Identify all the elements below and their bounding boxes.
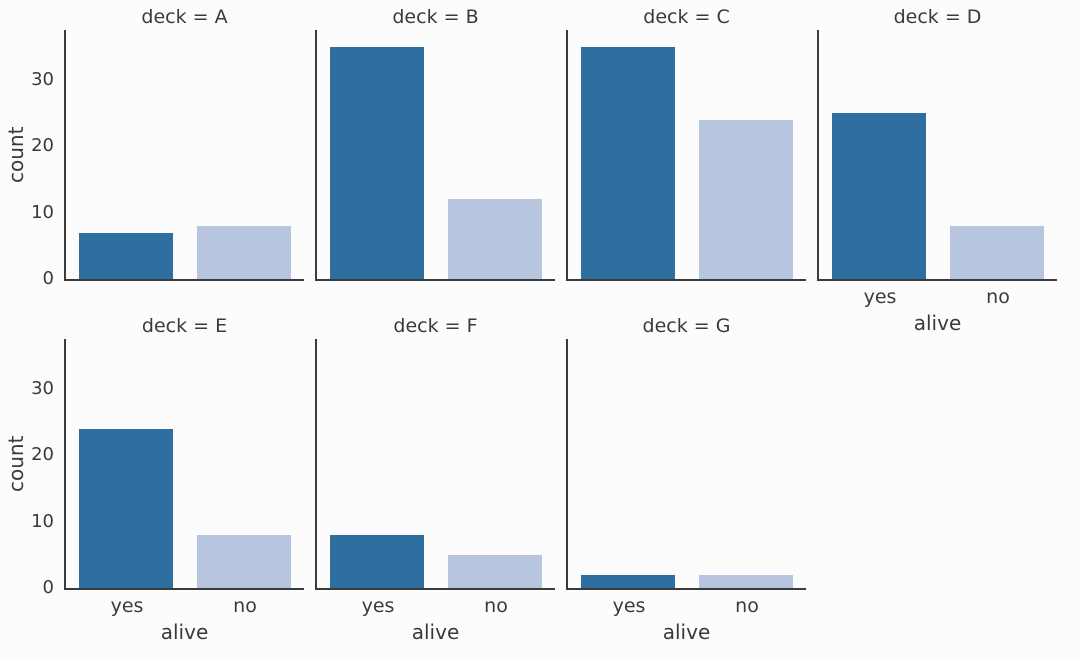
x-tick-label-no: no — [233, 595, 257, 617]
facet-title: deck = B — [392, 6, 479, 28]
bar-no-deck-e — [196, 534, 291, 588]
facet-title: deck = F — [393, 315, 478, 337]
y-tick-label: 0 — [42, 268, 54, 289]
x-tick-label-no: no — [735, 595, 759, 617]
plot-area — [64, 30, 304, 281]
x-tick-label-yes: yes — [110, 595, 144, 617]
facet-deck-e: deck = E 0 10 20 30 count yes no alive — [0, 309, 304, 659]
plot-area — [64, 339, 304, 590]
bar-yes-deck-g — [581, 574, 676, 588]
facet-title: deck = E — [141, 315, 228, 337]
facet-deck-d: deck = D yes no alive — [753, 0, 1057, 350]
bar-no-deck-d — [949, 225, 1044, 279]
facet-title: deck = G — [642, 315, 731, 337]
y-tick-label: 30 — [31, 68, 54, 90]
plot-area — [566, 339, 806, 590]
bar-yes-deck-b — [330, 46, 425, 279]
x-tick-label-yes: yes — [361, 595, 395, 617]
x-axis-label: alive — [411, 620, 460, 644]
facet-title: deck = A — [141, 6, 228, 28]
bar-yes-deck-a — [79, 232, 174, 279]
facet-title: deck = D — [893, 6, 982, 28]
y-tick-label: 0 — [42, 577, 54, 598]
y-tick-label: 10 — [31, 201, 54, 223]
y-tick-label: 30 — [31, 377, 54, 399]
y-axis-label: count — [4, 126, 28, 184]
x-axis-label: alive — [662, 620, 711, 644]
plot-area — [315, 30, 555, 281]
x-tick-label-no: no — [986, 286, 1010, 308]
y-tick-label: 20 — [31, 444, 54, 466]
bar-no-deck-c — [698, 119, 793, 279]
bar-yes-deck-f — [330, 534, 425, 588]
y-tick-label: 20 — [31, 135, 54, 157]
plot-area — [315, 339, 555, 590]
facet-deck-f: deck = F yes no alive — [251, 309, 555, 659]
bar-no-deck-b — [447, 199, 542, 279]
plot-area — [566, 30, 806, 281]
x-tick-label-yes: yes — [612, 595, 646, 617]
bar-yes-deck-d — [832, 113, 927, 279]
bar-yes-deck-c — [581, 46, 676, 279]
x-tick-label-no: no — [484, 595, 508, 617]
facet-deck-a: deck = A 0 10 20 30 count — [0, 0, 304, 350]
bar-no-deck-g — [698, 574, 793, 588]
x-tick-label-yes: yes — [863, 286, 897, 308]
x-axis-label: alive — [160, 620, 209, 644]
facet-title: deck = C — [643, 6, 730, 28]
facet-deck-c: deck = C — [502, 0, 806, 350]
y-axis-label: count — [4, 435, 28, 493]
bar-no-deck-a — [196, 225, 291, 279]
y-tick-label: 10 — [31, 510, 54, 532]
plot-area — [817, 30, 1057, 281]
facet-deck-g: deck = G yes no alive — [502, 309, 806, 659]
facet-deck-b: deck = B — [251, 0, 555, 350]
x-axis-label: alive — [913, 311, 962, 335]
bar-no-deck-f — [447, 554, 542, 588]
bar-yes-deck-e — [79, 428, 174, 588]
